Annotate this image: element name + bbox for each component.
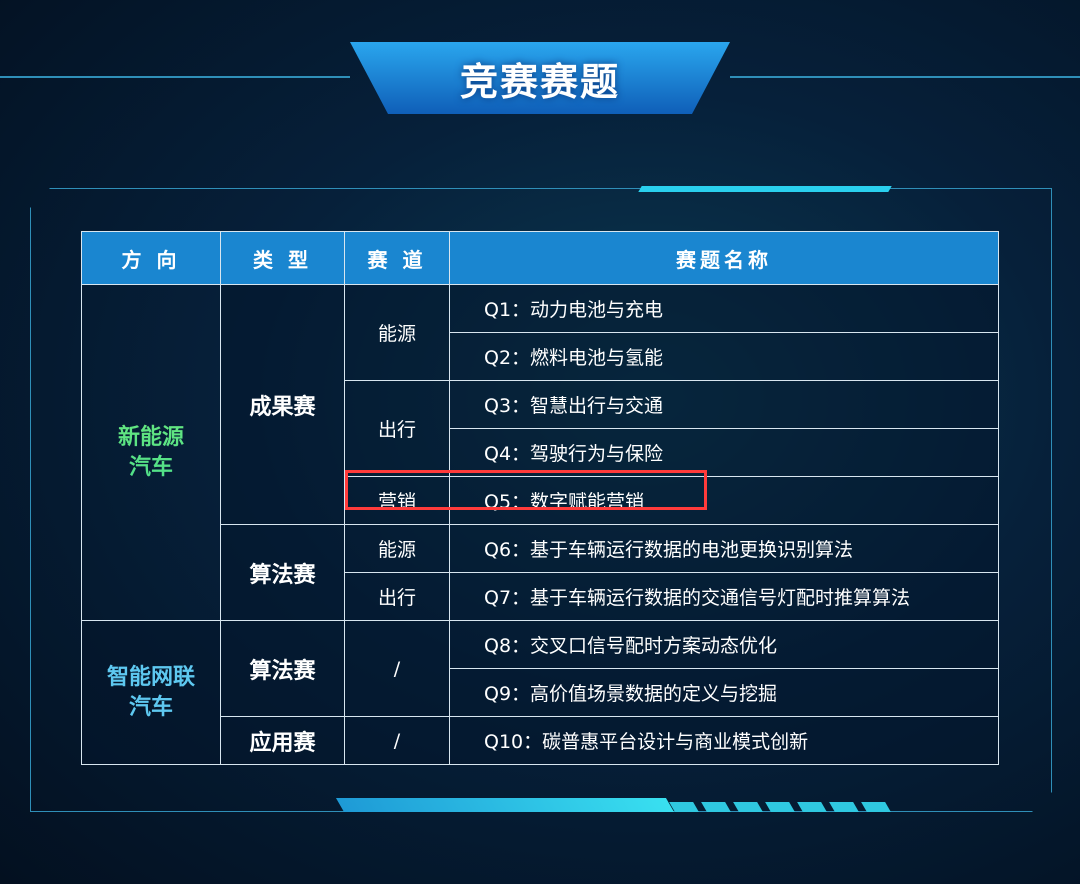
- direction-text: 汽车: [128, 454, 173, 480]
- competition-table: 方 向 类 型 赛 道 赛题名称 新能源汽车 成果赛 能源 Q1：动力电池与充电…: [81, 231, 999, 765]
- question-cell: Q3：智慧出行与交通: [449, 380, 999, 429]
- title-banner: 竞赛赛题: [350, 42, 730, 114]
- table-row: 智能网联汽车 算法赛 / Q8：交叉口信号配时方案动态优化: [81, 620, 999, 765]
- header-question: 赛题名称: [449, 231, 999, 285]
- table-row: Q4：驾驶行为与保险: [82, 428, 999, 477]
- frame-accent-bottom: [335, 798, 675, 812]
- question-cell: Q1：动力电池与充电: [449, 284, 999, 333]
- track-cell: 能源: [344, 284, 450, 381]
- question-cell: Q8：交叉口信号配时方案动态优化: [449, 620, 999, 669]
- track-cell: 出行: [344, 380, 450, 477]
- direction-text: 新能源: [117, 424, 184, 450]
- direction-text: 智能网联: [106, 664, 195, 690]
- table-row: 新能源汽车 成果赛 能源 Q1：动力电池与充电: [81, 284, 999, 621]
- table-row: 出行 Q3：智慧出行与交通: [82, 380, 999, 477]
- page-title: 竞赛赛题: [459, 59, 620, 104]
- type-cell: 算法赛: [220, 524, 345, 621]
- question-cell: Q9：高价值场景数据的定义与挖掘: [449, 668, 999, 717]
- table-row: 应用赛 / Q10：碳普惠平台设计与商业模式创新: [82, 716, 999, 765]
- table-row: 出行 Q7：基于车辆运行数据的交通信号灯配时推算算法: [82, 572, 999, 621]
- question-cell: Q10：碳普惠平台设计与商业模式创新: [449, 716, 999, 765]
- track-cell: /: [344, 620, 450, 717]
- question-cell: Q2：燃料电池与氢能: [449, 332, 999, 381]
- track-cell: 能源: [344, 524, 450, 573]
- direction-text: 汽车: [128, 694, 173, 720]
- track-cell: 营销: [344, 476, 450, 525]
- frame-dashes: [669, 802, 891, 812]
- header-type: 类 型: [220, 231, 345, 285]
- table-row: Q9：高价值场景数据的定义与挖掘: [82, 668, 999, 717]
- question-cell: Q6：基于车辆运行数据的电池更换识别算法: [449, 524, 999, 573]
- header-track: 赛 道: [344, 231, 450, 285]
- direction-cell: 智能网联 汽车: [81, 620, 221, 765]
- decor-line-right: [730, 76, 1080, 78]
- question-cell: Q7：基于车辆运行数据的交通信号灯配时推算算法: [449, 572, 999, 621]
- decor-line-left: [0, 76, 350, 78]
- track-cell: /: [344, 716, 450, 765]
- type-cell: 应用赛: [220, 716, 345, 765]
- track-cell: 出行: [344, 572, 450, 621]
- direction-cell: 新能源 汽车: [81, 284, 221, 621]
- type-cell: 算法赛: [220, 620, 345, 717]
- header-direction: 方 向: [81, 231, 221, 285]
- highlight-box: [345, 470, 707, 510]
- type-cell: 成果赛: [220, 284, 345, 525]
- question-cell: Q4：驾驶行为与保险: [449, 428, 999, 477]
- table-row: 算法赛 能源 Q6：基于车辆运行数据的电池更换识别算法: [82, 524, 999, 621]
- frame-accent-top: [638, 186, 892, 192]
- table-header: 方 向 类 型 赛 道 赛题名称: [81, 231, 999, 285]
- table-row: Q2：燃料电池与氢能: [82, 332, 999, 381]
